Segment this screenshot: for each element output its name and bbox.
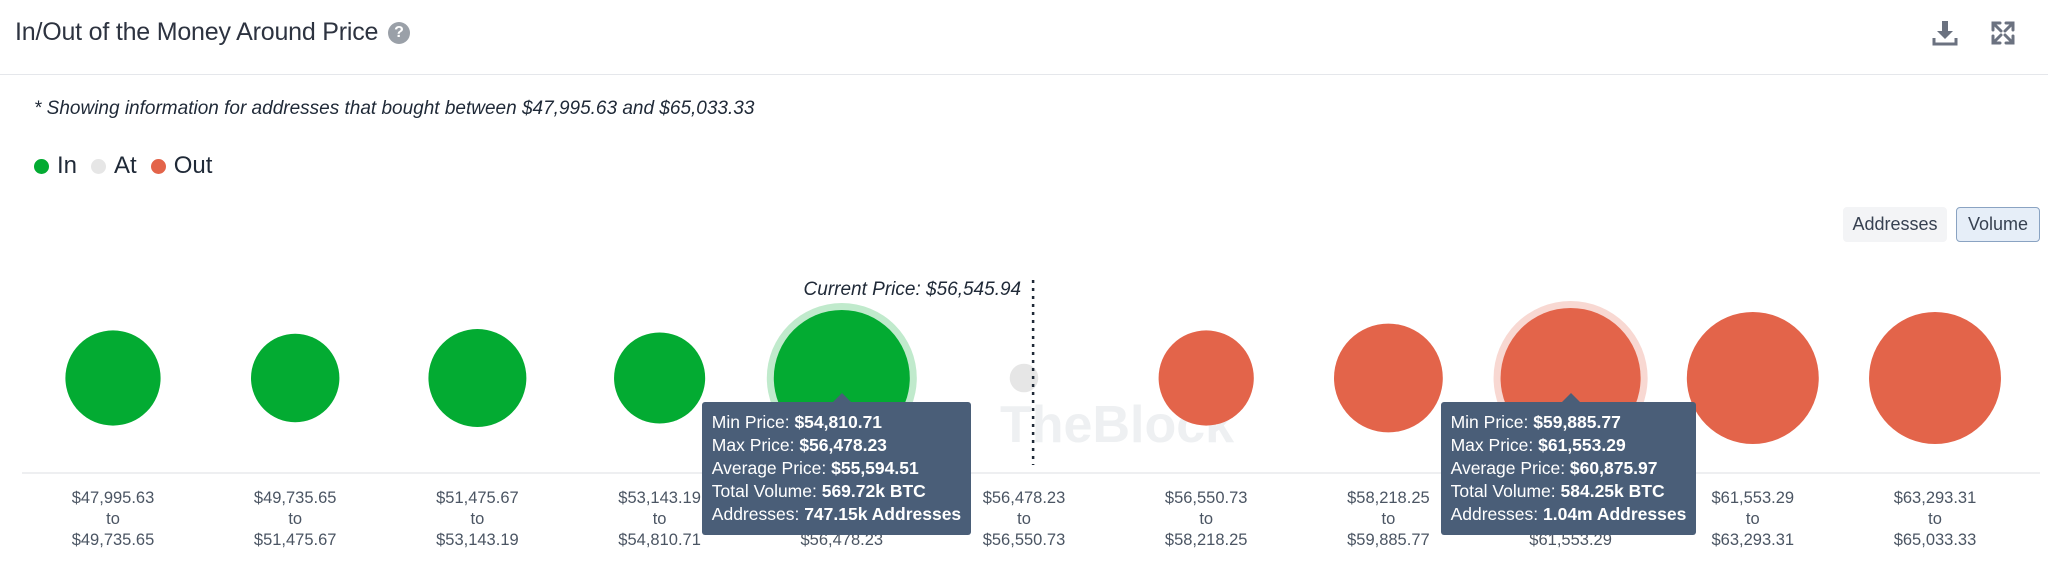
tooltip-arrow [1561,393,1580,402]
tooltip-line: Total Volume: 569.72k BTC [712,480,961,503]
tooltip-line-label: Min Price: [711,412,795,432]
x-tick-label-to-word: to [1199,510,1213,528]
tooltip-line-value: 747.15k Addresses [804,504,962,524]
tooltip-line-label: Min Price: [1450,412,1534,432]
tooltip-line: Average Price: $60,875.97 [1451,457,1687,480]
x-tick-label-to: $65,033.33 [1894,531,1977,549]
x-tick-label-to: $56,550.73 [983,531,1066,549]
tooltip-line-value: 1.04m Addresses [1543,504,1687,524]
tooltip: Min Price: $54,810.71 Max Price: $56,478.… [701,393,972,535]
bubble-in[interactable] [428,329,527,427]
legend-dot-out [150,158,166,174]
volume-toggle-button[interactable]: Volume [1956,207,2040,242]
tooltip-line-value: $61,553.29 [1538,435,1626,455]
legend-label-at: At [114,152,137,179]
addresses-toggle-button[interactable]: Addresses [1843,207,1947,242]
x-tick-label-to: $59,885.77 [1347,531,1430,549]
bubble-out[interactable] [1869,312,2001,444]
x-tick-label-from: $47,995.63 [72,489,155,507]
tooltip-line: Total Volume: 584.25k BTC [1451,480,1687,503]
tooltip-line: Average Price: $55,594.51 [712,457,961,480]
x-tick-label-from: $56,478.23 [983,489,1066,507]
tooltip-line-value: $59,885.77 [1533,412,1621,432]
legend-label-out: Out [173,152,213,179]
x-tick-label-to: $53,143.19 [436,531,519,549]
legend-dot-at [91,158,107,174]
x-tick-label-from: $51,475.67 [436,489,519,507]
x-tick-label-to-word: to [106,510,120,528]
legend-label-in: In [57,152,78,179]
legend-item-at[interactable]: At [91,152,137,180]
bubble-out[interactable] [1158,330,1254,426]
legend-item-in[interactable]: In [34,152,77,180]
tooltip-line-label: Total Volume: [711,481,822,501]
legend: In At Out [34,152,212,180]
x-tick-label-to: $54,810.71 [618,531,701,549]
x-tick-label-to-word: to [471,510,485,528]
x-tick-label-to: $63,293.31 [1712,531,1795,549]
x-tick-label-to-word: to [1382,510,1396,528]
widget-title: In/Out of the Money Around Price [15,18,379,46]
tooltip-line-value: $56,478.23 [799,435,887,455]
x-tick-label-to-word: to [288,510,302,528]
x-tick-label-from: $56,550.73 [1165,489,1248,507]
bubble-in[interactable] [614,332,706,424]
bubble-in[interactable] [251,333,340,423]
x-tick-label-to-word: to [1017,510,1031,528]
expand-icon[interactable] [1988,18,2018,48]
legend-item-out[interactable]: Out [150,152,213,180]
tooltip-line: Addresses: 747.15k Addresses [712,503,961,526]
x-tick-label-to-word: to [653,510,667,528]
legend-dot-in [34,158,49,174]
x-tick-label-to-word: to [1928,510,1942,528]
x-tick-label-to: $56,478.23 [801,531,884,549]
x-tick-label-to: $61,553.29 [1529,531,1612,549]
bubble-out[interactable] [1334,323,1443,433]
tooltip-line: Max Price: $56,478.23 [712,434,961,457]
x-tick-label-from: $58,218.25 [1347,489,1430,507]
tooltip-line-label: Max Price: [711,435,800,455]
tooltip-line: Addresses: 1.04m Addresses [1451,503,1687,526]
range-note: * Showing information for addresses that… [34,98,755,119]
widget-header: In/Out of the Money Around Price ? [0,0,2048,75]
x-tick-label-from: $61,553.29 [1712,489,1795,507]
tooltip-line-label: Average Price: [1450,458,1570,478]
question-circle-icon[interactable]: ? [388,22,410,44]
current-price-label: Current Price: $56,545.94 [804,279,1022,300]
bubble-out[interactable] [1686,312,1819,444]
x-tick-label-to-word: to [1746,510,1760,528]
x-tick-label-from: $53,143.19 [618,489,701,507]
tooltip-line-value: 584.25k BTC [1560,481,1665,501]
tooltip-line: Min Price: $54,810.71 [712,411,961,434]
bubble-in[interactable] [65,330,161,426]
tooltip-line-value: 569.72k BTC [821,481,926,501]
x-tick-label-to: $58,218.25 [1165,531,1248,549]
tooltip-line-label: Max Price: [1450,435,1539,455]
tooltip: Min Price: $59,885.77 Max Price: $61,553.… [1440,393,1697,535]
x-tick-label-from: $63,293.31 [1894,489,1977,507]
tooltip-line-label: Addresses: [711,504,805,524]
tooltip-line-label: Addresses: [1450,504,1543,524]
tooltip-line: Min Price: $59,885.77 [1451,411,1687,434]
tooltip-line-value: $55,594.51 [831,458,919,478]
x-tick-label-to: $51,475.67 [254,531,337,549]
tooltip-line-value: $60,875.97 [1569,458,1658,478]
tooltip-line-label: Total Volume: [1450,481,1561,501]
x-tick-label-to: $49,735.65 [72,531,155,549]
tooltip-line-value: $54,810.71 [794,412,883,432]
x-tick-label-from: $49,735.65 [254,489,337,507]
tooltip-line: Max Price: $61,553.29 [1451,434,1687,457]
tooltip-line-label: Average Price: [711,458,832,478]
tooltip-arrow [832,393,851,402]
download-icon[interactable] [1930,18,1960,48]
bubble-at[interactable] [1009,363,1039,393]
